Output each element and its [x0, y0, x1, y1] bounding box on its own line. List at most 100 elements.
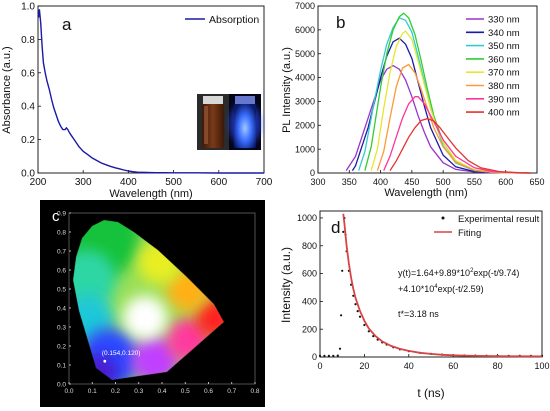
data-point-experimental — [340, 314, 343, 317]
panel-a-y-tick-label: 1.0 — [21, 2, 35, 13]
data-point-experimental — [336, 354, 339, 357]
panel-c: c 0.0 0.1 0.2 0.3 0.4 0.5 0.6 0.7 0.8 0.00.10.20… — [40, 200, 265, 407]
panel-b-x-tick-label: 450 — [404, 177, 419, 187]
panel-c-letter: c — [52, 208, 60, 225]
panel-d-equation: y(t)=1.64+9.89*102exp(-t/9.74) +4.10*104… — [398, 268, 519, 319]
panel-c-y-ticks: 0.0 0.1 0.2 0.3 0.4 0.5 0.6 0.7 0.8 0.9 — [57, 210, 71, 388]
panel-a-x-tick-label: 300 — [75, 177, 92, 188]
panel-a-y-axis-label: Absorbance (a.u.) — [1, 46, 13, 133]
data-point-experimental — [352, 294, 355, 297]
equation-line-2: +4.10*104exp(-t/2.59) — [398, 284, 484, 294]
lifetime-annotation: t*=3.18 ns — [398, 309, 439, 319]
panel-a-y-tick-label: 0.6 — [21, 68, 35, 79]
panel-d-series — [318, 213, 544, 358]
panel-a-letter: a — [62, 15, 72, 34]
cie-points: (0.154,0.120) — [102, 350, 141, 363]
panel-d-x-tick-label: 20 — [359, 361, 369, 371]
panel-a-x-tick-label: 700 — [256, 177, 273, 188]
legend-marker-experimental — [441, 216, 445, 220]
panel-d-y-ticks: 0 200 400 600 800 1000 — [297, 213, 323, 362]
panel-d-letter: d — [331, 218, 340, 237]
panel-b-x-axis-label: Wavelength (nm) — [384, 187, 467, 199]
legend-label-380-nm: 380 nm — [488, 81, 520, 92]
data-point-experimental — [332, 354, 335, 357]
panel-b-series — [345, 12, 531, 174]
series-line-390-nm — [383, 96, 531, 174]
panel-d-x-tick-label: 40 — [404, 361, 414, 371]
panel-b-y-tick-label: 2000 — [295, 120, 315, 130]
legend-label-350-nm: 350 nm — [488, 41, 520, 52]
data-point-experimental — [363, 323, 366, 327]
panel-c-x-tick-label: 0.0 — [64, 388, 73, 395]
panel-d-x-axis-label: t (ns) — [417, 386, 444, 400]
panel-d-y-tick-label: 200 — [302, 324, 317, 334]
panel-a-x-tick-label: 500 — [165, 177, 182, 188]
cie-gamut-outline — [72, 219, 225, 381]
panel-d-y-tick-label: 1000 — [297, 213, 317, 223]
panel-a-legend: Absorption — [185, 14, 259, 26]
panel-d-y-tick-label: 400 — [302, 297, 317, 307]
panel-c-y-tick-label: 0.5 — [57, 286, 66, 293]
panel-c-x-tick-label: 0.4 — [157, 388, 166, 395]
panel-b-x-tick-label: 350 — [342, 177, 357, 187]
data-point-experimental — [367, 330, 370, 333]
panel-c-x-tick-label: 0.2 — [111, 388, 120, 395]
panel-b-y-tick-label: 6000 — [295, 25, 315, 35]
panel-b-letter: b — [336, 13, 345, 32]
legend-label-370-nm: 370 nm — [488, 68, 520, 79]
panel-c-x-tick-label: 0.8 — [250, 388, 259, 395]
legend-label-400-nm: 400 nm — [488, 108, 520, 119]
panel-c-x-tick-label: 0.6 — [204, 388, 213, 395]
series-line-400-nm — [389, 117, 531, 174]
panel-d-x-tick-label: 100 — [534, 361, 549, 371]
panel-b-x-tick-label: 300 — [310, 177, 325, 187]
cie-point-label: (0.154,0.120) — [102, 350, 141, 357]
data-point-experimental — [327, 354, 330, 357]
legend-label-390-nm: 390 nm — [488, 94, 520, 105]
panel-c-x-tick-label: 0.1 — [88, 388, 97, 395]
legend-label-fitting: Fiting — [458, 228, 481, 239]
panel-d-legend: Experimental result Fiting — [434, 214, 540, 239]
panel-d-y-tick-label: 600 — [302, 269, 317, 279]
panel-b-y-axis-label: PL Intensity (a.u.) — [281, 47, 293, 133]
data-point-experimental — [341, 269, 344, 272]
panel-b-y-tick-label: 4000 — [295, 73, 315, 83]
panel-c-y-tick-label: 0.4 — [57, 305, 66, 312]
panel-a-series — [37, 9, 264, 174]
data-point-experimental — [354, 303, 357, 306]
panel-b-x-tick-label: 400 — [373, 177, 388, 187]
panel-b-x-ticks: 300 350 400 450 500 550 600 650 — [310, 170, 545, 187]
panel-d-x-tick-label: 80 — [493, 361, 503, 371]
panel-d-y-tick-label: 0 — [312, 352, 317, 362]
panel-d-y-tick-label: 800 — [302, 241, 317, 251]
panel-d-x-tick-label: 60 — [448, 361, 458, 371]
panel-c-y-tick-label: 0.7 — [57, 248, 66, 255]
panel-c-y-tick-label: 0.6 — [57, 267, 66, 274]
panel-a-x-tick-label: 200 — [30, 177, 47, 188]
panel-a-x-tick-label: 400 — [120, 177, 137, 188]
panel-c-y-tick-label: 0.9 — [57, 210, 66, 217]
legend-label-330-nm: 330 nm — [488, 15, 520, 26]
panel-c-x-tick-label: 0.5 — [181, 388, 190, 395]
panel-a-y-tick-label: 0.2 — [21, 135, 35, 146]
data-point-experimental — [323, 354, 326, 357]
data-point-experimental — [318, 354, 322, 357]
panel-a-y-tick-label: 0.4 — [21, 102, 35, 113]
panel-b-y-tick-label: 0 — [310, 168, 315, 178]
inset-vials-photo — [197, 94, 261, 150]
panel-b-x-tick-label: 500 — [436, 177, 451, 187]
data-point-experimental — [356, 310, 359, 313]
panel-c-y-tick-label: 0.8 — [57, 229, 66, 236]
series-line-fitting — [342, 213, 543, 358]
panel-c-x-tick-label: 0.3 — [134, 388, 143, 395]
panel-a: a 200 300 400 500 600 700 0.00.20.40.60.81.0 … — [1, 2, 273, 201]
panel-c-y-tick-label: 0.1 — [57, 362, 66, 369]
data-point-experimental — [358, 315, 362, 318]
panel-c-y-tick-label: 0.3 — [57, 324, 66, 331]
panel-b-x-tick-label: 600 — [498, 177, 513, 187]
equation-line-1: y(t)=1.64+9.89*102exp(-t/9.74) — [398, 268, 519, 278]
panel-b-x-tick-label: 550 — [467, 177, 482, 187]
panel-b-frame — [317, 5, 538, 174]
